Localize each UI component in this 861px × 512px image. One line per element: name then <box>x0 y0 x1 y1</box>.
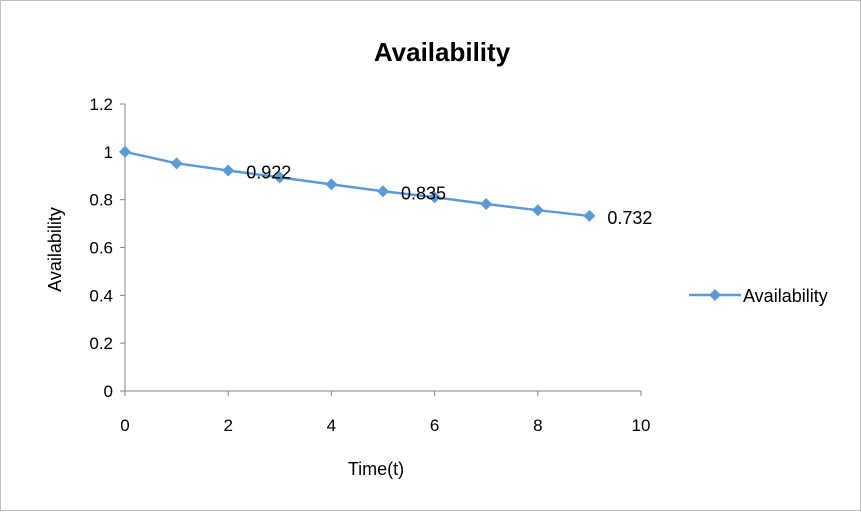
x-axis-ticks: 0 2 4 6 8 10 <box>120 391 650 435</box>
data-label: 0.922 <box>246 162 291 182</box>
y-tick-label: 0.8 <box>89 191 113 210</box>
legend-label: Availability <box>743 286 828 306</box>
y-axis-label: Availability <box>45 207 65 292</box>
data-point-marker <box>583 209 596 222</box>
data-label: 0.835 <box>401 183 446 203</box>
data-point-marker <box>480 197 493 210</box>
x-tick-label: 2 <box>223 416 232 435</box>
y-tick-label: 0.6 <box>89 239 113 258</box>
x-tick-label: 0 <box>120 416 129 435</box>
series-layer <box>119 145 596 222</box>
y-tick-label: 0 <box>104 382 113 401</box>
data-point-marker <box>119 145 131 158</box>
x-tick-label: 6 <box>430 416 439 435</box>
y-tick-label: 1 <box>104 143 113 162</box>
data-labels: 0.922 0.835 0.732 <box>246 162 652 227</box>
legend: Availability <box>689 286 828 306</box>
data-label: 0.732 <box>607 208 652 228</box>
data-point-marker <box>377 185 389 198</box>
data-point-marker <box>531 204 544 217</box>
y-tick-label: 0.2 <box>89 334 113 353</box>
chart-title: Availability <box>374 37 511 67</box>
data-point-marker <box>428 191 441 204</box>
y-tick-label: 0.4 <box>89 286 113 305</box>
data-point-marker <box>325 178 338 191</box>
series-line <box>124 150 590 218</box>
legend-marker <box>709 289 721 301</box>
x-tick-label: 4 <box>327 416 336 435</box>
data-point-marker <box>222 164 235 177</box>
x-tick-label: 8 <box>533 416 542 435</box>
data-point-marker <box>273 171 286 184</box>
y-axis-ticks: 0 0.2 0.4 0.6 0.8 1 1.2 <box>89 95 125 401</box>
y-tick-label: 1.2 <box>89 95 113 114</box>
data-point-marker <box>170 157 183 170</box>
x-axis-label: Time(t) <box>348 459 404 479</box>
x-tick-label: 10 <box>632 416 651 435</box>
